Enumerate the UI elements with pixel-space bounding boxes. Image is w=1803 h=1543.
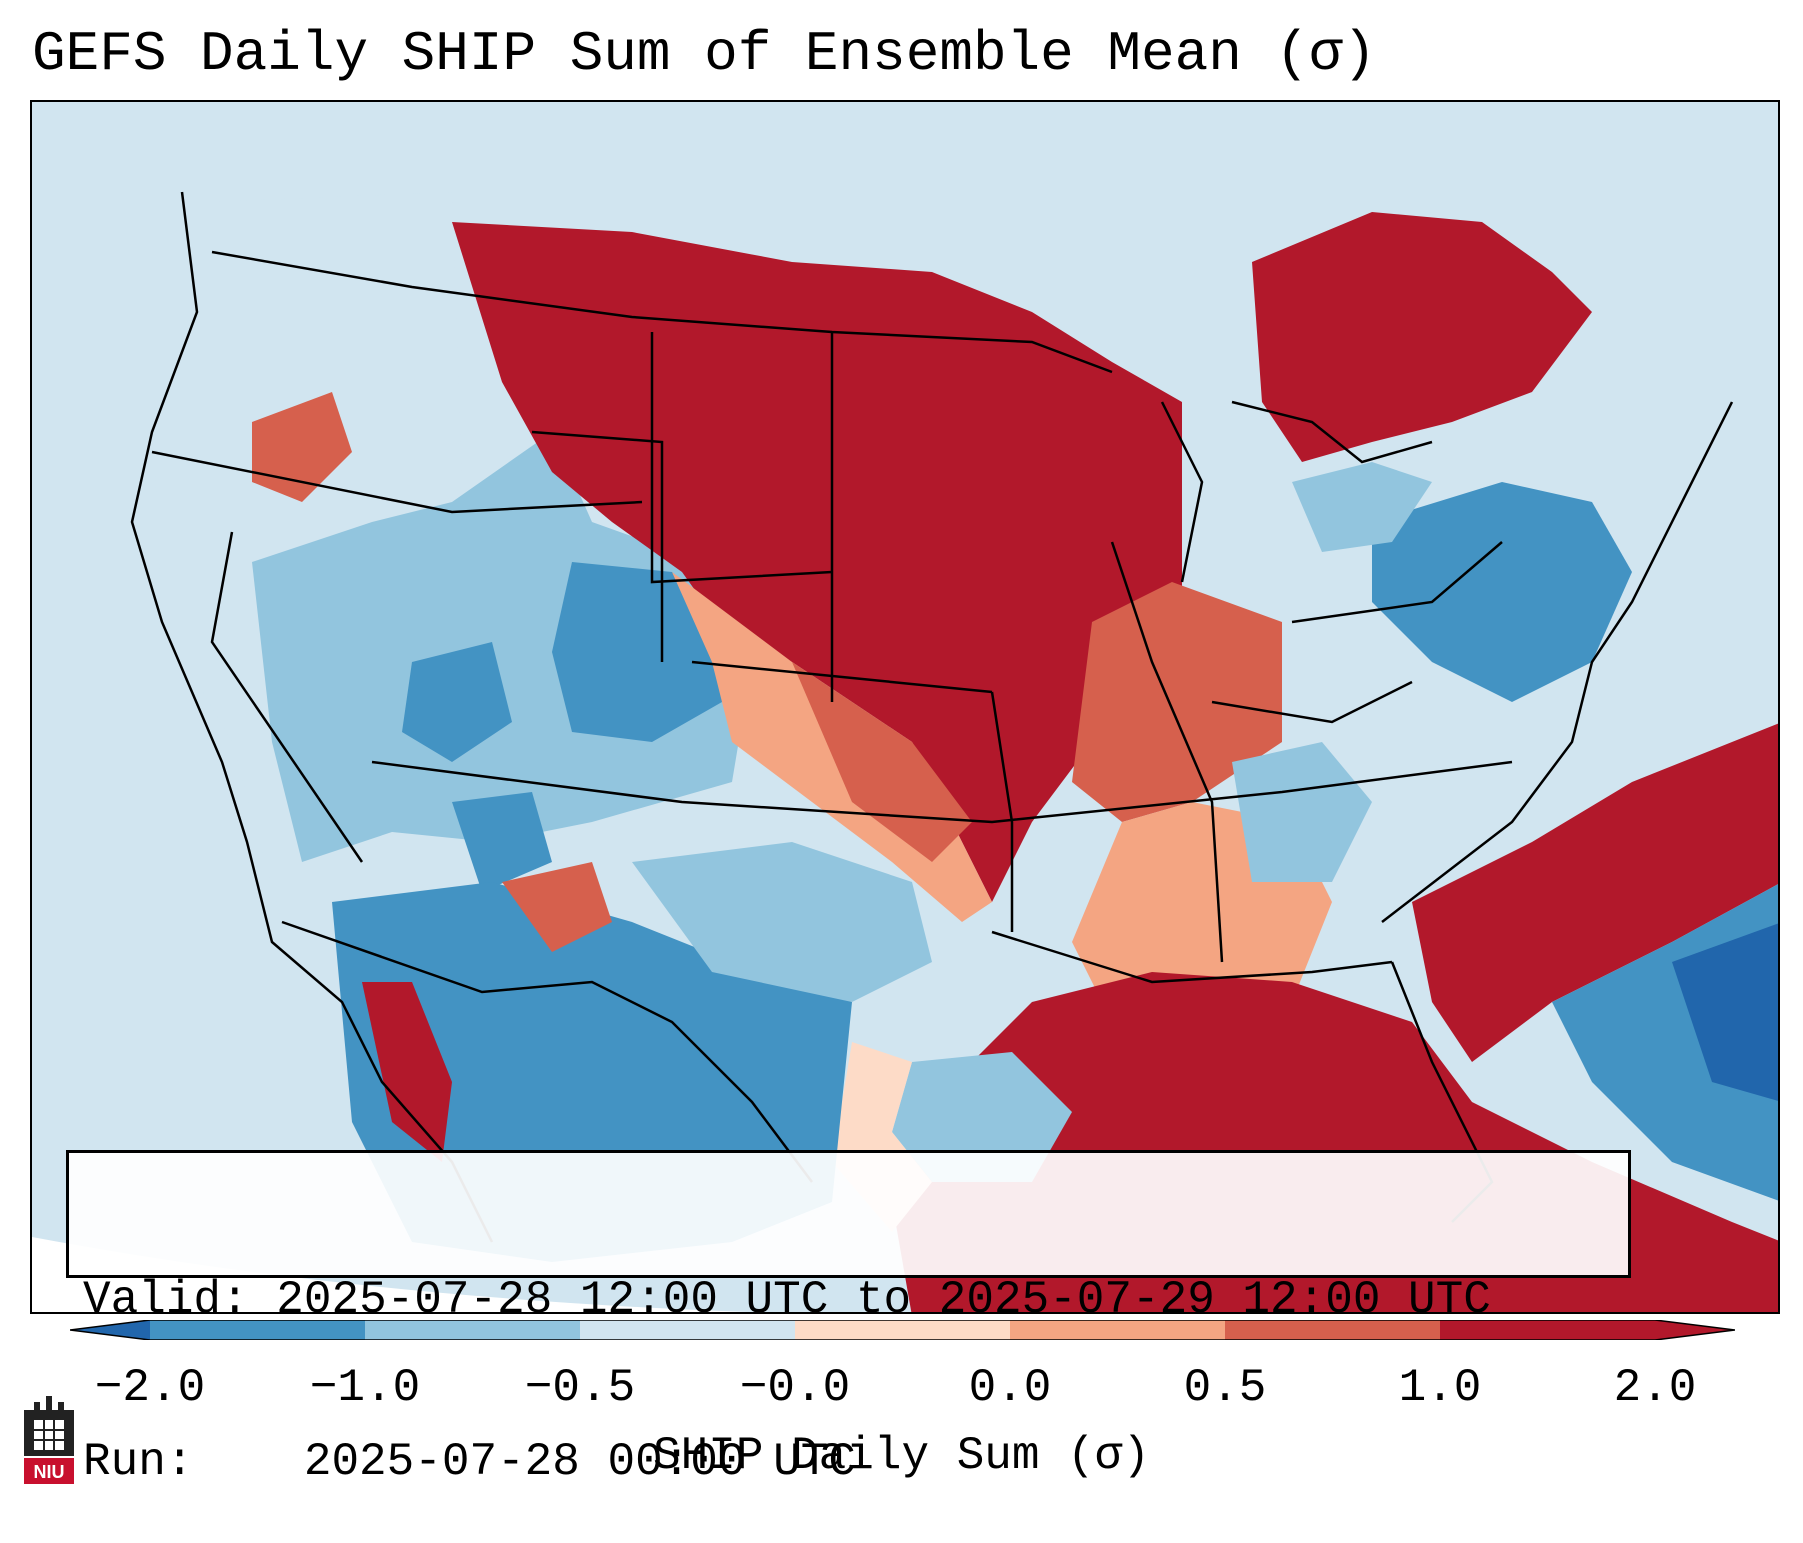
run-value: 2025-07-28 00:00 UTC	[303, 1436, 856, 1488]
valid-line: Valid: 2025-07-28 12:00 UTC to 2025-07-2…	[83, 1273, 1614, 1327]
carolina-field	[1232, 742, 1372, 882]
utah-field	[402, 642, 512, 762]
colorbar-segment	[150, 1320, 365, 1340]
new-mexico-field	[502, 862, 612, 952]
colorado-field	[552, 562, 732, 742]
colorbar-tick-label: −0.0	[739, 1362, 851, 1414]
colorbar	[70, 1320, 1735, 1340]
gulf-low-pocket	[892, 1052, 1072, 1182]
mexico-border	[281, 920, 813, 1183]
lake-erie-shore	[1231, 400, 1433, 464]
atlantic-very-low-field	[1672, 923, 1778, 1101]
colorbar-label: SHIP Daily Sum (σ)	[653, 1430, 1150, 1482]
dakota-border	[650, 332, 833, 584]
atlantic-high-field	[1412, 723, 1778, 1062]
michigan-shore	[1160, 401, 1204, 583]
interior-west-field	[252, 432, 752, 862]
run-line: Run: 2025-07-28 00:00 UTC	[83, 1435, 1614, 1489]
colorbar-segment	[1440, 1320, 1655, 1340]
colorbar-tick-label: −2.0	[94, 1362, 206, 1414]
colorbar-segment	[365, 1320, 580, 1340]
ship-field-map	[32, 102, 1778, 1312]
gulf-coastline	[991, 930, 1393, 984]
arkansas-border	[990, 691, 1014, 932]
map-panel	[30, 100, 1780, 1314]
niu-castle-logo-icon: NIU	[24, 1396, 74, 1484]
colorbar-segment	[580, 1320, 795, 1340]
wyoming-border	[531, 430, 664, 662]
oregon-field	[252, 392, 352, 502]
political-borders	[130, 191, 1734, 1243]
ny-field	[1292, 462, 1432, 552]
run-label: Run:	[83, 1436, 194, 1488]
colorbar-segment	[1010, 1320, 1225, 1340]
oregon-north-border	[151, 450, 643, 514]
valid-value: 2025-07-28 12:00 UTC to 2025-07-29 12:00…	[276, 1274, 1491, 1326]
kansas-north-border	[691, 660, 993, 694]
great-lakes-high-field	[1252, 212, 1592, 462]
pennsylvania-border	[1291, 541, 1503, 624]
mid-atlantic-low-field	[1372, 482, 1632, 702]
texas-field	[632, 842, 932, 1002]
colorbar-tick-label: 0.0	[968, 1362, 1052, 1414]
canada-border	[211, 250, 1113, 374]
ohio-valley-field	[1072, 582, 1282, 822]
nevada-border	[210, 531, 364, 863]
colorbar-tick-label: −0.5	[524, 1362, 636, 1414]
projection-edge-sw	[32, 1237, 749, 1312]
baja-high-field	[362, 982, 452, 1162]
colorbar-segment	[795, 1320, 1010, 1340]
colorbar-tick-label: −1.0	[309, 1362, 421, 1414]
colorbar-tick-label: 2.0	[1613, 1362, 1697, 1414]
valid-run-info-box: Valid: 2025-07-28 12:00 UTC to 2025-07-2…	[66, 1150, 1631, 1488]
colorbar-tick-label: 1.0	[1398, 1362, 1482, 1414]
pacific-coastline	[130, 191, 494, 1243]
colorbar-segment	[1225, 1320, 1440, 1340]
mississippi-line	[1110, 541, 1224, 963]
north-central-high-field	[452, 222, 1182, 902]
oklahoma-field	[792, 662, 972, 862]
atlantic-coastline	[1381, 401, 1734, 923]
tennessee-border	[1211, 680, 1413, 724]
colorbar-extend-low	[70, 1320, 150, 1340]
arizona-field	[452, 792, 552, 892]
colorbar-tick-label: 0.5	[1183, 1362, 1267, 1414]
map-title: GEFS Daily SHIP Sum of Ensemble Mean (σ)	[32, 22, 1377, 86]
valid-label: Valid:	[83, 1274, 249, 1326]
colorbar-extend-high	[1655, 1320, 1735, 1340]
svg-text:NIU: NIU	[34, 1462, 65, 1482]
mid-latitude-border	[371, 760, 1513, 824]
